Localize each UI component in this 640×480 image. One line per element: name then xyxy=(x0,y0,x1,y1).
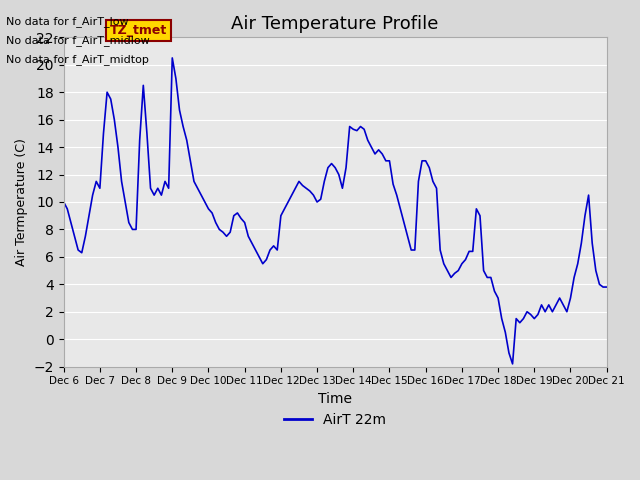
Legend: AirT 22m: AirT 22m xyxy=(278,407,392,432)
Title: Air Temperature Profile: Air Temperature Profile xyxy=(232,15,439,33)
Text: TZ_tmet: TZ_tmet xyxy=(110,24,167,37)
Text: No data for f_AirT_midtop: No data for f_AirT_midtop xyxy=(6,54,149,65)
X-axis label: Time: Time xyxy=(318,392,352,406)
Text: No data for f_AirT_midlow: No data for f_AirT_midlow xyxy=(6,35,150,46)
Text: No data for f_AirT_low: No data for f_AirT_low xyxy=(6,16,129,27)
Y-axis label: Air Termperature (C): Air Termperature (C) xyxy=(15,138,28,266)
